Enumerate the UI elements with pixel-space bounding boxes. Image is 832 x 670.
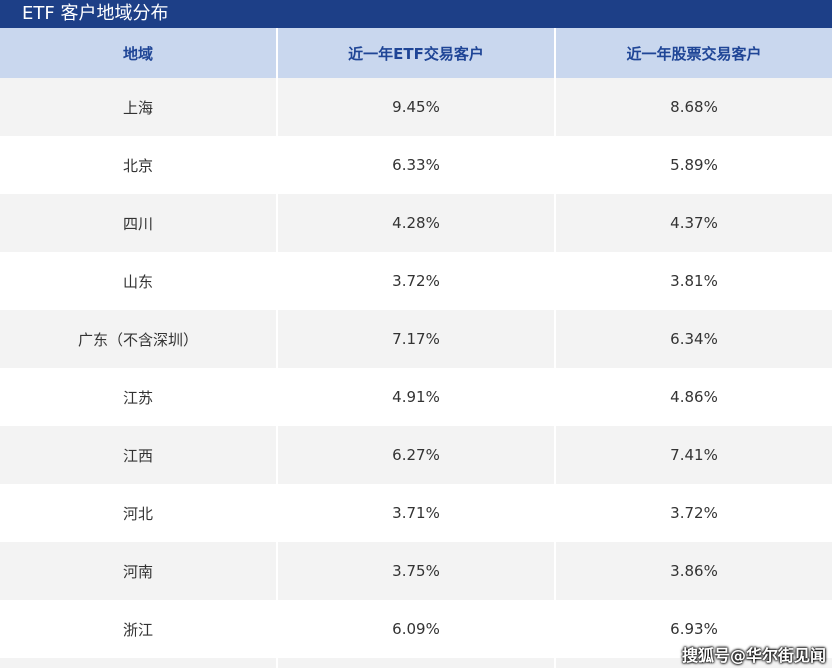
cell-stock: 3.86%: [555, 542, 832, 600]
cell-stock: 7.41%: [555, 426, 832, 484]
cell-etf: 6.09%: [277, 600, 556, 658]
cell-stock: 4.86%: [555, 368, 832, 426]
cell-region: 四川: [0, 194, 278, 252]
table-row-partial: [0, 658, 832, 668]
table-row: 江西 6.27% 7.41%: [0, 426, 832, 484]
cell-stock: 3.81%: [555, 252, 832, 310]
cell-region: 山东: [0, 252, 278, 310]
cell-stock: 4.37%: [555, 194, 832, 252]
table-row: 河南 3.75% 3.86%: [0, 542, 832, 600]
cell-etf: 6.33%: [277, 136, 556, 194]
cell-etf: 6.27%: [277, 426, 556, 484]
cell-etf: 7.17%: [277, 310, 556, 368]
table-row: 上海 9.45% 8.68%: [0, 78, 832, 136]
cell-region: 河北: [0, 484, 278, 542]
column-header-region: 地域: [0, 28, 278, 78]
column-header-etf: 近一年ETF交易客户: [277, 28, 556, 78]
table-row: 河北 3.71% 3.72%: [0, 484, 832, 542]
cell-region: 上海: [0, 78, 278, 136]
cell-region: 江西: [0, 426, 278, 484]
cell-partial: [555, 658, 832, 668]
cell-region: 浙江: [0, 600, 278, 658]
table-row: 江苏 4.91% 4.86%: [0, 368, 832, 426]
cell-region: 北京: [0, 136, 278, 194]
cell-etf: 4.28%: [277, 194, 556, 252]
cell-etf: 9.45%: [277, 78, 556, 136]
cell-etf: 3.75%: [277, 542, 556, 600]
cell-stock: 6.34%: [555, 310, 832, 368]
table-row: 北京 6.33% 5.89%: [0, 136, 832, 194]
column-header-stock: 近一年股票交易客户: [555, 28, 832, 78]
data-table: 地域 近一年ETF交易客户 近一年股票交易客户 上海 9.45% 8.68% 北京 6.…: [0, 28, 832, 668]
cell-partial: [277, 658, 556, 668]
table-row: 山东 3.72% 3.81%: [0, 252, 832, 310]
table-row: 浙江 6.09% 6.93%: [0, 600, 832, 658]
cell-stock: 5.89%: [555, 136, 832, 194]
cell-etf: 3.72%: [277, 252, 556, 310]
cell-region: 江苏: [0, 368, 278, 426]
cell-stock: 6.93%: [555, 600, 832, 658]
cell-etf: 4.91%: [277, 368, 556, 426]
table-title: ETF 客户地域分布: [0, 0, 832, 28]
cell-stock: 3.72%: [555, 484, 832, 542]
table-row: 四川 4.28% 4.37%: [0, 194, 832, 252]
cell-region: 广东（不含深圳）: [0, 310, 278, 368]
table-row: 广东（不含深圳） 7.17% 6.34%: [0, 310, 832, 368]
cell-region: 河南: [0, 542, 278, 600]
cell-partial: [0, 658, 278, 668]
cell-stock: 8.68%: [555, 78, 832, 136]
cell-etf: 3.71%: [277, 484, 556, 542]
watermark: 搜狐号@华尔街见闻: [681, 646, 826, 665]
header-row: 地域 近一年ETF交易客户 近一年股票交易客户: [0, 28, 832, 78]
